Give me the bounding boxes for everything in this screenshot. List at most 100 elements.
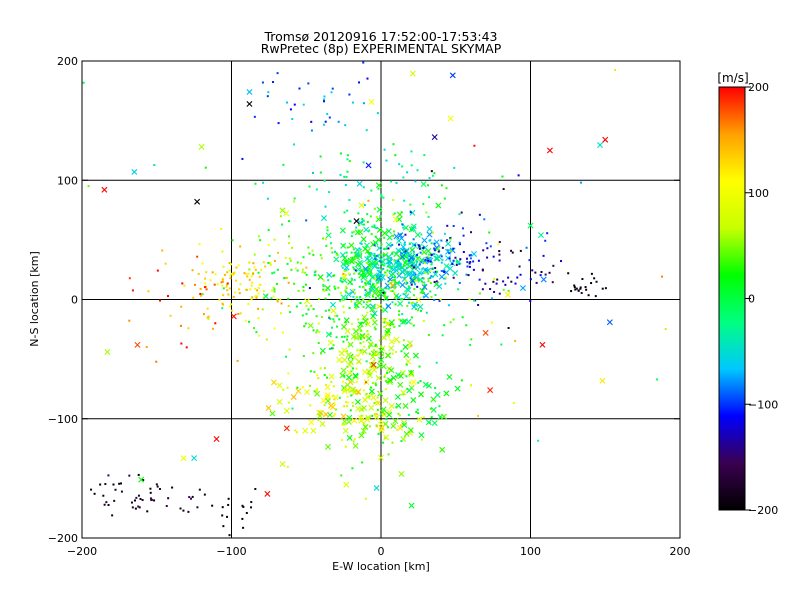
data-point-dot (310, 304, 313, 307)
data-point-dot (427, 184, 430, 187)
data-point-dot (169, 314, 172, 317)
data-point-dot (226, 515, 229, 518)
data-point-dot (201, 262, 204, 265)
data-point-dot (282, 388, 285, 391)
data-point-dot (257, 271, 260, 274)
data-point-cross (308, 419, 315, 426)
data-point-dot (239, 312, 242, 315)
data-point-cross (324, 384, 331, 391)
data-point-dot (483, 218, 486, 221)
data-point-dot (585, 288, 588, 291)
data-point-dot (297, 289, 300, 292)
data-point-dot (413, 294, 416, 297)
data-point-dot (387, 287, 390, 290)
data-point-dot (362, 161, 365, 164)
data-point-dot (359, 342, 362, 345)
data-point-dot (254, 268, 257, 271)
data-point-dot (258, 275, 261, 278)
data-point-dot (405, 282, 408, 285)
data-point-dot (429, 276, 432, 279)
data-point-dot (427, 259, 430, 262)
data-point-cross (422, 258, 429, 265)
data-point-dot (518, 265, 521, 268)
data-point-dot (370, 233, 373, 236)
data-point-dot (391, 441, 394, 444)
data-point-dot (245, 273, 248, 276)
data-point-dot (502, 188, 505, 191)
data-point-dot (402, 176, 405, 179)
colorbar-tick-label: −200 (748, 504, 778, 517)
chart-title-line2: RwPretec (8p) EXPERIMENTAL SKYMAP (261, 41, 502, 56)
data-point-dot (428, 177, 431, 180)
data-point-cross (358, 267, 365, 274)
data-point-dot (400, 440, 403, 443)
data-point-dot (322, 285, 325, 288)
data-point-cross (395, 247, 402, 254)
data-point-cross (400, 243, 407, 250)
data-point-dot (473, 144, 476, 147)
data-point-cross (385, 228, 392, 235)
data-point-dot (362, 298, 365, 301)
data-point-cross (431, 420, 438, 427)
data-point-dot (291, 407, 294, 410)
data-point-dot (403, 249, 406, 252)
data-point-dot (102, 494, 105, 497)
data-point-cross (378, 356, 385, 363)
data-point-dot (327, 274, 330, 277)
data-point-dot (458, 241, 461, 244)
data-point-dot (430, 170, 433, 173)
data-point-dot (422, 277, 425, 280)
data-point-dot (373, 244, 376, 247)
data-point-dot (239, 245, 242, 248)
data-point-dot (528, 259, 531, 262)
data-point-dot (504, 283, 507, 286)
data-point-dot (366, 213, 369, 216)
data-point-dot (207, 317, 210, 320)
data-point-dot (376, 274, 379, 277)
y-axis-ticks: −200 −100 0 100 200 (48, 55, 680, 545)
data-point-dot (342, 311, 345, 314)
data-point-cross (339, 372, 346, 379)
data-point-dot (226, 289, 229, 292)
data-point-cross (445, 255, 452, 262)
data-point-dot (221, 280, 224, 283)
data-point-dot (277, 122, 280, 125)
data-point-cross (447, 115, 454, 122)
data-point-cross (382, 295, 389, 302)
data-point-cross (341, 255, 348, 262)
data-point-dot (333, 285, 336, 288)
data-point-dot (288, 257, 291, 260)
data-point-cross (487, 387, 494, 394)
data-point-dot (393, 276, 396, 279)
data-point-dot (358, 224, 361, 227)
data-point-cross (597, 142, 604, 149)
data-point-dot (156, 485, 159, 488)
data-point-dot (381, 273, 384, 276)
data-point-cross (380, 406, 387, 413)
y-tick-label: 0 (71, 294, 78, 307)
data-point-cross (370, 394, 377, 401)
data-point-dot (418, 245, 421, 248)
data-point-dot (445, 187, 448, 190)
data-point-dot (313, 370, 316, 373)
data-point-dot (573, 286, 576, 289)
data-point-dot (304, 283, 307, 286)
data-point-cross (345, 374, 352, 381)
data-point-dot (315, 331, 318, 334)
data-point-dot (267, 91, 270, 94)
data-point-dot (352, 288, 355, 291)
data-point-dot (358, 254, 361, 257)
data-point-cross (295, 388, 302, 395)
data-point-cross (317, 274, 324, 281)
data-point-dot (343, 270, 346, 273)
data-point-dot (230, 303, 233, 306)
data-point-dot (383, 247, 386, 250)
data-point-cross (418, 432, 425, 439)
colorbar-tick-label: 0 (748, 293, 755, 306)
data-point-dot (272, 286, 275, 289)
data-point-dot (330, 247, 333, 250)
data-point-dot (267, 229, 270, 232)
data-point-cross (401, 422, 408, 429)
data-point-dot (375, 227, 378, 230)
data-point-dot (104, 483, 107, 486)
